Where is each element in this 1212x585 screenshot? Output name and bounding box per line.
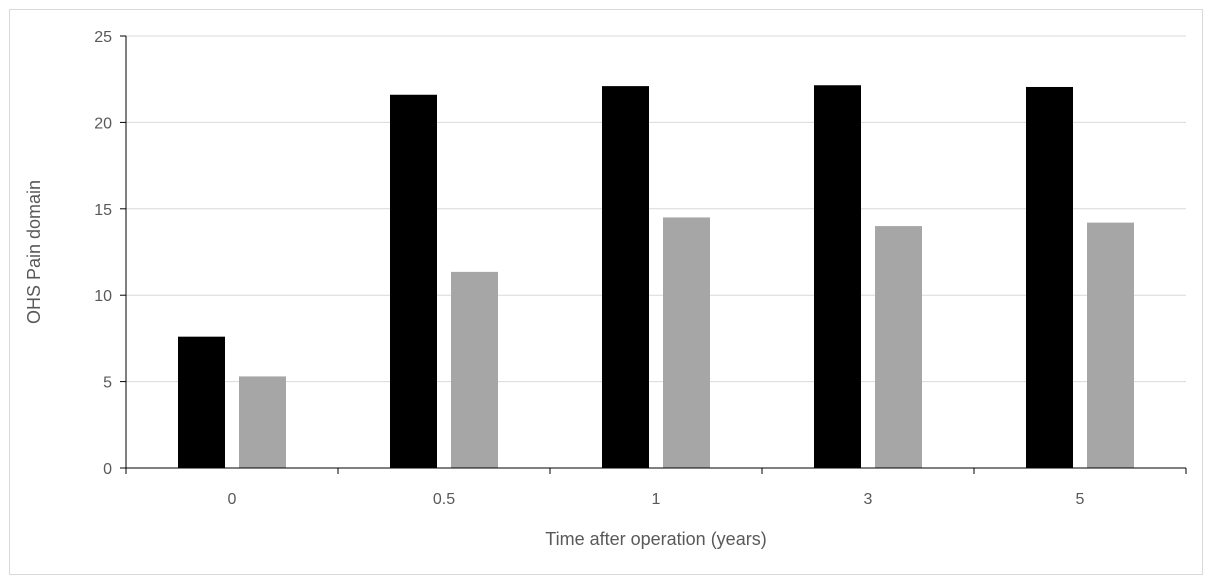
x-axis-title: Time after operation (years) [545,529,766,549]
y-tick-label: 20 [94,115,112,132]
bar-series-2-5 [1087,222,1134,468]
y-axis-title: OHS Pain domain [24,180,44,324]
y-tick-label: 0 [103,461,112,478]
x-tick-label: 0 [228,491,237,508]
bar-series-1-0.5 [390,94,437,468]
axes [120,35,1187,474]
x-tick-label: 0.5 [433,491,455,508]
y-tick-label: 5 [103,375,112,392]
x-tick-label: 1 [652,491,661,508]
bar-series-2-0 [239,376,286,468]
bar-series-1-1 [602,86,649,468]
bar-series-1-5 [1026,86,1073,468]
tick-labels: 0 5 10 15 20 25 0 0.5 1 3 5 [94,29,1084,508]
y-tick-label: 10 [94,288,112,305]
bar-series-2-1 [663,217,710,468]
x-tick-label: 3 [864,491,873,508]
x-tick-label: 5 [1076,491,1085,508]
y-tick-label: 15 [94,202,112,219]
bar-series-2-3 [875,226,922,468]
bars [178,85,1134,469]
bar-series-1-3 [814,85,861,469]
bar-series-1-0 [178,336,225,468]
y-tick-label: 25 [94,29,112,46]
bar-series-2-0.5 [451,271,498,468]
gridlines [126,35,1186,383]
